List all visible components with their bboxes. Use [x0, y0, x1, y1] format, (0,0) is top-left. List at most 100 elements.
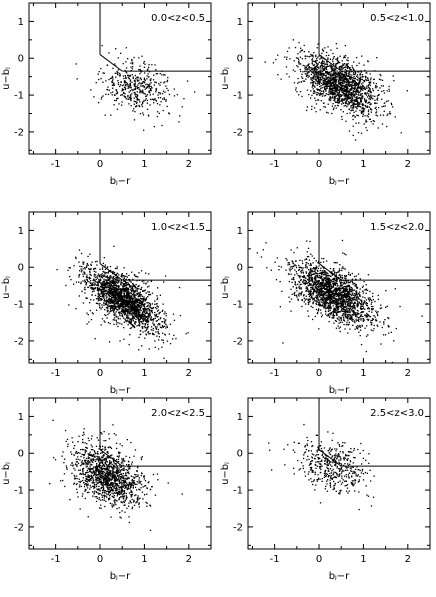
data-point	[368, 94, 370, 97]
data-point	[372, 90, 374, 92]
data-point	[324, 83, 326, 85]
data-point	[319, 109, 321, 111]
data-point	[109, 311, 111, 313]
data-point	[325, 94, 327, 97]
data-point	[78, 261, 80, 263]
data-point	[185, 333, 187, 335]
data-point	[128, 77, 130, 79]
data-point	[130, 96, 132, 98]
data-point	[317, 71, 319, 73]
data-point	[346, 82, 348, 84]
data-point	[132, 313, 135, 315]
data-point	[354, 84, 356, 86]
data-point	[294, 274, 296, 276]
data-point	[354, 73, 356, 76]
data-point	[356, 96, 358, 98]
data-point	[104, 309, 106, 311]
data-point	[307, 298, 309, 300]
data-point	[147, 314, 150, 316]
data-point	[361, 95, 364, 97]
data-point	[121, 273, 123, 275]
data-point	[139, 101, 141, 103]
data-point	[140, 288, 142, 290]
data-point	[312, 60, 314, 62]
data-point	[102, 95, 104, 97]
data-point	[109, 275, 111, 277]
data-point	[359, 109, 361, 112]
data-point	[272, 62, 275, 64]
data-point	[132, 76, 134, 78]
data-point	[143, 309, 145, 311]
data-point	[351, 81, 353, 84]
data-point	[140, 78, 142, 81]
data-point	[79, 273, 81, 276]
data-point	[372, 95, 374, 97]
data-point	[126, 289, 128, 291]
data-point	[342, 85, 344, 87]
data-point	[372, 305, 374, 308]
data-point	[102, 287, 105, 289]
data-point	[156, 320, 158, 322]
data-point	[327, 93, 329, 95]
data-point	[126, 291, 128, 293]
data-point	[314, 280, 316, 282]
data-point	[91, 261, 93, 263]
data-point	[164, 325, 166, 327]
data-point	[327, 72, 329, 74]
data-point	[333, 73, 335, 75]
data-point	[126, 320, 128, 322]
data-point	[127, 297, 129, 299]
data-point	[356, 114, 358, 116]
data-point	[303, 51, 305, 53]
data-point	[147, 114, 150, 116]
data-point	[143, 315, 145, 317]
data-point	[147, 320, 150, 322]
data-point	[116, 98, 118, 100]
data-point	[138, 57, 140, 59]
data-point	[149, 88, 152, 90]
data-point	[138, 285, 140, 287]
data-point	[165, 315, 167, 317]
data-point	[173, 88, 175, 90]
data-point	[114, 312, 116, 314]
data-point	[320, 82, 322, 85]
data-point	[350, 107, 352, 109]
data-point	[338, 100, 340, 102]
data-point	[323, 69, 325, 71]
data-point	[347, 98, 350, 100]
data-point	[334, 96, 336, 98]
data-point	[381, 123, 384, 125]
data-point	[367, 79, 370, 81]
data-point	[132, 310, 134, 312]
data-point	[109, 277, 111, 279]
data-point	[151, 310, 153, 312]
data-point	[345, 254, 347, 256]
data-point	[113, 280, 115, 282]
data-point	[330, 71, 332, 73]
data-point	[353, 114, 355, 117]
data-point	[111, 280, 113, 282]
data-point	[344, 45, 346, 47]
data-point	[355, 293, 357, 295]
data-point	[112, 281, 114, 283]
data-point	[141, 105, 144, 108]
data-point	[136, 301, 138, 303]
data-point	[143, 81, 145, 83]
data-point	[317, 74, 319, 76]
data-point	[322, 80, 325, 82]
data-point	[132, 66, 134, 68]
data-point	[336, 47, 338, 49]
data-point	[341, 292, 343, 294]
data-point	[148, 291, 150, 293]
data-point	[372, 295, 374, 298]
data-point	[358, 318, 360, 320]
data-point	[143, 282, 145, 284]
data-point	[377, 127, 379, 129]
data-point	[127, 281, 129, 284]
data-point	[112, 292, 115, 294]
data-point	[100, 324, 102, 326]
data-point	[327, 58, 329, 60]
data-point	[106, 276, 108, 278]
data-point	[335, 80, 337, 82]
